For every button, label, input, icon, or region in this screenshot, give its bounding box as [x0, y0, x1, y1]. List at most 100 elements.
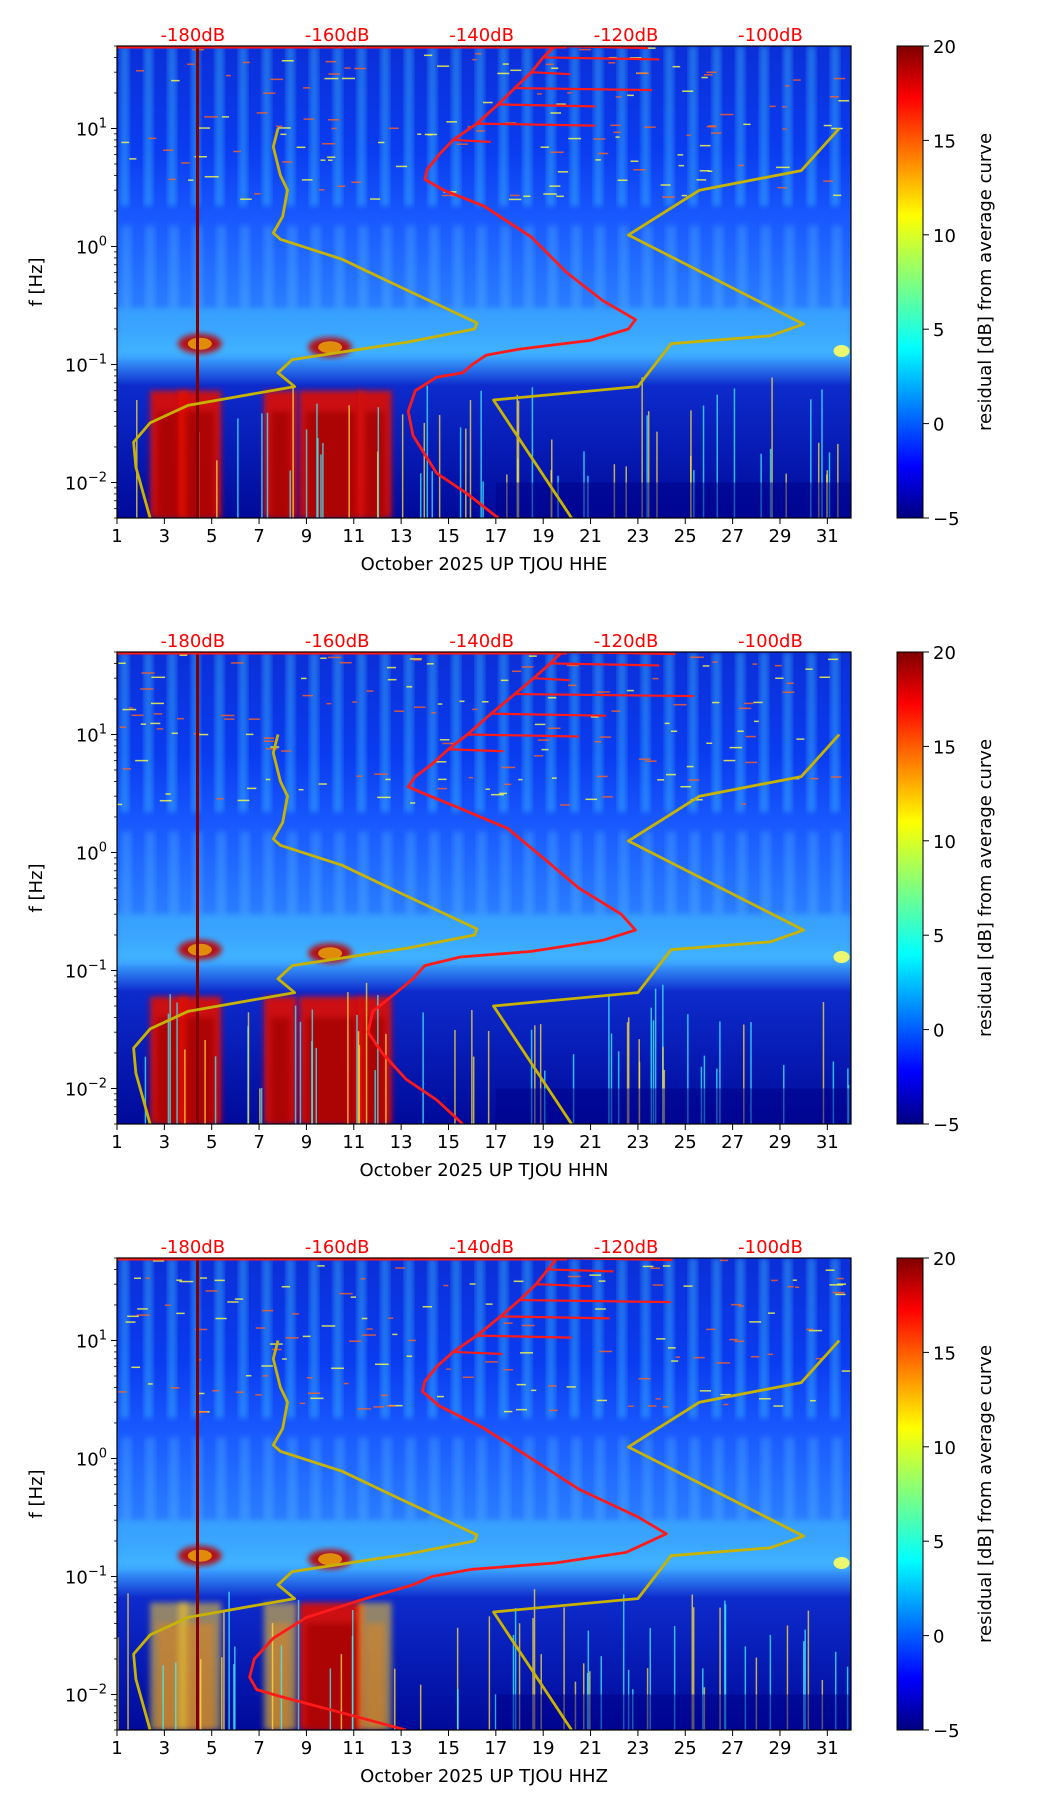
microseism-hotspot-core: [318, 1553, 343, 1566]
spectral-speck: [446, 1368, 451, 1370]
spectral-speck: [550, 151, 564, 153]
microseism-hotspot: [833, 345, 850, 358]
spectral-speck: [281, 1285, 291, 1288]
spectral-speck: [504, 783, 512, 786]
daily-band: [499, 1258, 508, 1419]
daily-band: [499, 46, 508, 207]
spectral-speck: [443, 1284, 449, 1287]
transient-spike: [169, 994, 171, 1124]
spectral-speck: [351, 181, 362, 184]
daily-plume: [240, 225, 250, 309]
spectral-speck: [468, 776, 473, 779]
daily-plume: [358, 225, 368, 309]
spectral-speck: [280, 133, 287, 136]
daily-band: [286, 652, 295, 813]
daily-plume: [453, 1437, 463, 1521]
spectral-speck: [392, 1333, 398, 1336]
transient-spike: [289, 470, 291, 518]
average-psd-curve: [406, 46, 637, 518]
spectral-speck: [548, 727, 561, 730]
daily-band: [475, 1258, 484, 1419]
daily-band: [452, 46, 461, 207]
daily-band: [452, 1258, 461, 1419]
spectral-speck: [551, 67, 559, 70]
spectral-speck: [472, 58, 477, 61]
spectral-speck: [567, 684, 577, 687]
colorbar-tick-label: 15: [933, 737, 956, 758]
daily-plume: [334, 225, 345, 309]
daily-band: [167, 652, 177, 813]
daily-band: [617, 1258, 627, 1419]
daily-band: [594, 652, 603, 813]
daily-band: [475, 46, 484, 207]
daily-band: [333, 652, 342, 813]
spectral-speck: [664, 722, 670, 725]
transient-spike: [716, 394, 719, 518]
transient-spike: [673, 1626, 676, 1730]
spectral-speck: [677, 154, 684, 156]
transient-spike: [214, 1056, 217, 1124]
spectral-speck: [510, 69, 522, 72]
spectral-speck: [198, 127, 211, 129]
daily-plume: [145, 1437, 155, 1521]
daily-plume: [524, 225, 534, 309]
daily-plume: [263, 1437, 274, 1521]
x-tick-label: 15: [437, 1132, 460, 1153]
spectral-speck: [808, 1329, 823, 1332]
spectral-speck: [176, 1312, 185, 1315]
spectral-speck: [738, 1305, 744, 1307]
spectral-speck: [752, 663, 758, 665]
spectral-speck: [247, 787, 257, 790]
spectral-speck: [644, 126, 656, 128]
daily-plume: [595, 831, 605, 915]
x-tick-label: 7: [253, 1132, 264, 1153]
x-tick-label: 9: [301, 1132, 312, 1153]
spectral-speck: [423, 54, 433, 57]
spectral-speck: [417, 133, 422, 135]
daily-band: [262, 1258, 271, 1419]
transient-spike: [394, 1668, 396, 1730]
spectral-speck: [386, 666, 396, 669]
spectral-speck: [706, 71, 717, 74]
daily-band: [357, 46, 366, 207]
daily-band: [546, 652, 556, 813]
spectral-speck: [688, 779, 700, 781]
transient-spike: [457, 1689, 459, 1730]
y-axis-label: f [Hz]: [26, 863, 47, 912]
spectral-speck: [655, 1398, 661, 1400]
x-tick-label: 3: [159, 1132, 170, 1153]
spectral-speck: [686, 765, 694, 768]
daily-band: [830, 1258, 840, 1419]
spectral-speck: [442, 742, 456, 745]
spectral-speck: [263, 740, 275, 743]
spectral-speck: [300, 677, 307, 680]
daily-band: [357, 652, 366, 813]
spectral-speck: [362, 1334, 376, 1336]
spectral-speck: [339, 661, 352, 664]
daily-band: [594, 46, 603, 207]
spectral-speck: [690, 656, 704, 658]
transient-spike: [454, 1029, 456, 1124]
daily-band: [262, 652, 271, 813]
transient-spike: [587, 1630, 590, 1730]
transient-spike: [199, 1658, 202, 1730]
gap-line: [196, 652, 200, 1124]
spectral-speck: [261, 1365, 273, 1367]
spectral-speck: [831, 127, 843, 130]
daily-plume: [145, 831, 155, 915]
colorbar-tick-label: −5: [933, 1115, 960, 1136]
x-tick-label: 13: [390, 1132, 413, 1153]
transient-spike: [719, 1021, 721, 1124]
daily-plume: [595, 1437, 605, 1521]
microseism-hotspot-core: [187, 337, 212, 350]
spectral-speck: [320, 657, 327, 659]
spectral-speck: [629, 57, 642, 59]
spectral-speck: [683, 1285, 693, 1287]
transient-spike: [237, 418, 239, 518]
spectral-speck: [773, 1405, 784, 1407]
spectral-speck: [485, 1303, 493, 1305]
spectral-speck: [350, 1296, 357, 1298]
colorbar-tick-label: −5: [933, 1721, 960, 1742]
x-tick-label: 17: [484, 1738, 507, 1759]
